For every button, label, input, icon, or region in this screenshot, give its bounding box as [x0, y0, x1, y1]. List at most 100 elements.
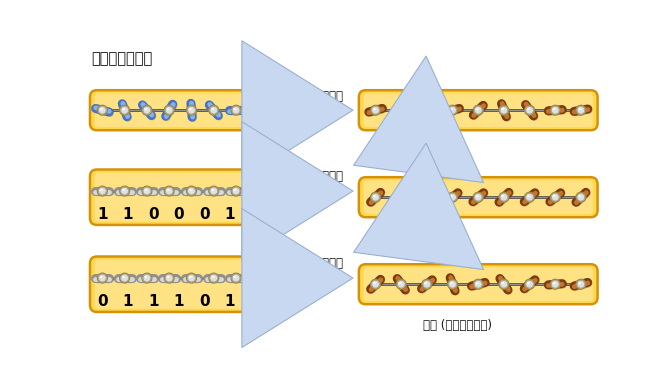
Ellipse shape — [450, 108, 453, 110]
Ellipse shape — [424, 108, 427, 110]
Ellipse shape — [277, 274, 285, 282]
Ellipse shape — [474, 106, 482, 114]
Ellipse shape — [473, 105, 483, 115]
Ellipse shape — [277, 187, 285, 195]
Ellipse shape — [553, 282, 555, 284]
Ellipse shape — [97, 273, 107, 283]
Ellipse shape — [121, 187, 129, 195]
Ellipse shape — [166, 108, 170, 110]
Ellipse shape — [209, 273, 219, 283]
Ellipse shape — [143, 274, 151, 282]
Text: 1: 1 — [250, 207, 260, 222]
Ellipse shape — [275, 186, 285, 196]
Text: 0: 0 — [174, 207, 184, 222]
Text: 観測 (以下繰り返し): 観測 (以下繰り返し) — [423, 319, 492, 332]
Ellipse shape — [186, 186, 196, 196]
Ellipse shape — [164, 105, 174, 115]
Ellipse shape — [501, 282, 505, 284]
Ellipse shape — [122, 108, 125, 110]
Ellipse shape — [399, 108, 401, 110]
Ellipse shape — [576, 192, 586, 202]
Ellipse shape — [500, 193, 508, 201]
FancyBboxPatch shape — [364, 93, 593, 127]
Ellipse shape — [209, 186, 219, 196]
Ellipse shape — [231, 273, 241, 283]
Ellipse shape — [399, 282, 401, 284]
Text: 観測: 観測 — [396, 230, 410, 243]
FancyBboxPatch shape — [94, 173, 288, 222]
Ellipse shape — [526, 280, 533, 288]
Ellipse shape — [143, 106, 151, 114]
Ellipse shape — [121, 106, 129, 114]
Ellipse shape — [189, 276, 192, 278]
Ellipse shape — [253, 186, 263, 196]
Ellipse shape — [188, 106, 196, 114]
Ellipse shape — [186, 273, 196, 283]
FancyBboxPatch shape — [90, 257, 293, 312]
Ellipse shape — [119, 186, 130, 196]
Ellipse shape — [500, 280, 508, 288]
FancyBboxPatch shape — [364, 267, 593, 301]
Text: 0: 0 — [148, 207, 159, 222]
Ellipse shape — [210, 187, 218, 195]
Ellipse shape — [372, 280, 379, 288]
Text: 1: 1 — [148, 294, 159, 309]
Ellipse shape — [577, 106, 585, 114]
Ellipse shape — [476, 108, 478, 110]
Text: 0: 0 — [250, 294, 260, 309]
Ellipse shape — [527, 195, 530, 197]
FancyBboxPatch shape — [359, 177, 598, 217]
Ellipse shape — [233, 276, 237, 278]
Ellipse shape — [553, 108, 555, 110]
Ellipse shape — [256, 108, 259, 110]
Ellipse shape — [424, 195, 427, 197]
Ellipse shape — [576, 279, 586, 289]
Ellipse shape — [525, 279, 535, 289]
Text: 1: 1 — [224, 294, 234, 309]
Ellipse shape — [98, 106, 107, 114]
Ellipse shape — [396, 192, 406, 202]
Ellipse shape — [551, 106, 559, 114]
Ellipse shape — [232, 187, 240, 195]
Ellipse shape — [165, 187, 173, 195]
Ellipse shape — [500, 106, 508, 114]
Ellipse shape — [209, 105, 219, 115]
Ellipse shape — [255, 187, 262, 195]
Ellipse shape — [166, 276, 170, 278]
Text: 1: 1 — [97, 207, 108, 222]
Ellipse shape — [399, 195, 401, 197]
Ellipse shape — [476, 195, 478, 197]
Ellipse shape — [277, 106, 285, 114]
Ellipse shape — [527, 108, 530, 110]
Ellipse shape — [423, 106, 431, 114]
Text: ある温度の熱浴: ある温度の熱浴 — [92, 51, 153, 66]
Text: 観測: 観測 — [396, 143, 410, 156]
Ellipse shape — [210, 274, 218, 282]
Text: 1: 1 — [174, 294, 184, 309]
FancyBboxPatch shape — [364, 180, 593, 214]
Ellipse shape — [499, 279, 509, 289]
Ellipse shape — [233, 108, 237, 110]
Ellipse shape — [97, 186, 107, 196]
Ellipse shape — [550, 279, 560, 289]
Ellipse shape — [371, 279, 381, 289]
FancyBboxPatch shape — [94, 260, 288, 309]
Ellipse shape — [210, 106, 218, 114]
Text: 0: 0 — [199, 294, 210, 309]
Text: 1: 1 — [275, 207, 285, 222]
Ellipse shape — [98, 187, 107, 195]
Ellipse shape — [211, 108, 214, 110]
Ellipse shape — [424, 282, 427, 284]
Ellipse shape — [122, 189, 125, 191]
Ellipse shape — [100, 189, 103, 191]
Ellipse shape — [499, 105, 509, 115]
Ellipse shape — [578, 282, 582, 284]
Ellipse shape — [142, 105, 152, 115]
Ellipse shape — [397, 193, 405, 201]
Ellipse shape — [371, 192, 381, 202]
Ellipse shape — [577, 193, 585, 201]
Ellipse shape — [100, 276, 103, 278]
Ellipse shape — [119, 273, 130, 283]
Ellipse shape — [232, 274, 240, 282]
Ellipse shape — [371, 105, 381, 115]
